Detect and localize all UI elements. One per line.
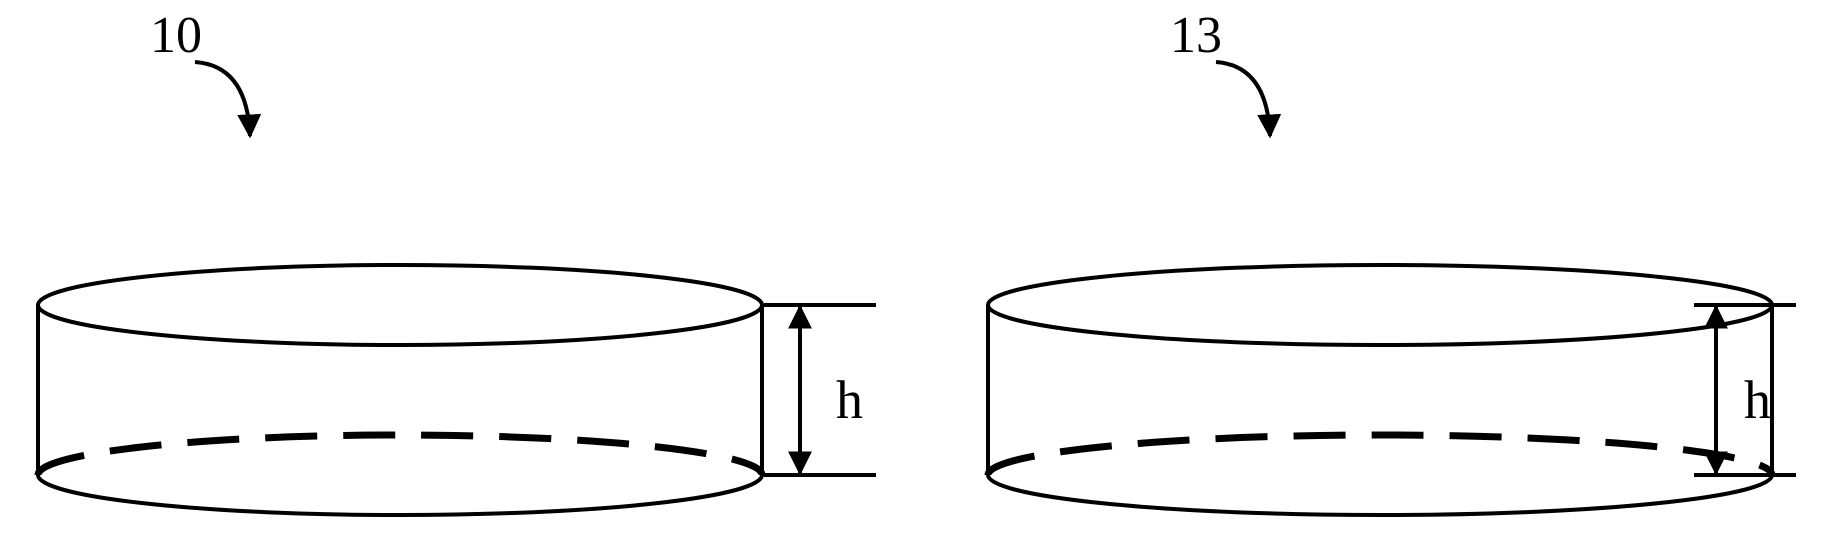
cylinder-top-ellipse: [38, 265, 762, 345]
dim-label-h: h: [1744, 370, 1771, 430]
cylinder-bottom-back-dashed: [988, 435, 1772, 475]
cylinder-right: 13 h: [988, 7, 1796, 515]
figure-diagram: 10 h 13 h: [0, 0, 1828, 542]
cylinder-bottom-back-dashed: [38, 435, 762, 475]
cylinder-id-arrow: [195, 62, 250, 136]
cylinder-id-label: 13: [1170, 7, 1222, 64]
dim-label-h: h: [836, 370, 863, 430]
cylinder-bottom-front: [38, 475, 762, 515]
cylinder-id-label: 10: [150, 7, 202, 64]
cylinder-left: 10 h: [38, 7, 876, 515]
cylinder-id-arrow: [1216, 62, 1270, 136]
cylinder-top-ellipse: [988, 265, 1772, 345]
cylinder-bottom-front: [988, 475, 1772, 515]
